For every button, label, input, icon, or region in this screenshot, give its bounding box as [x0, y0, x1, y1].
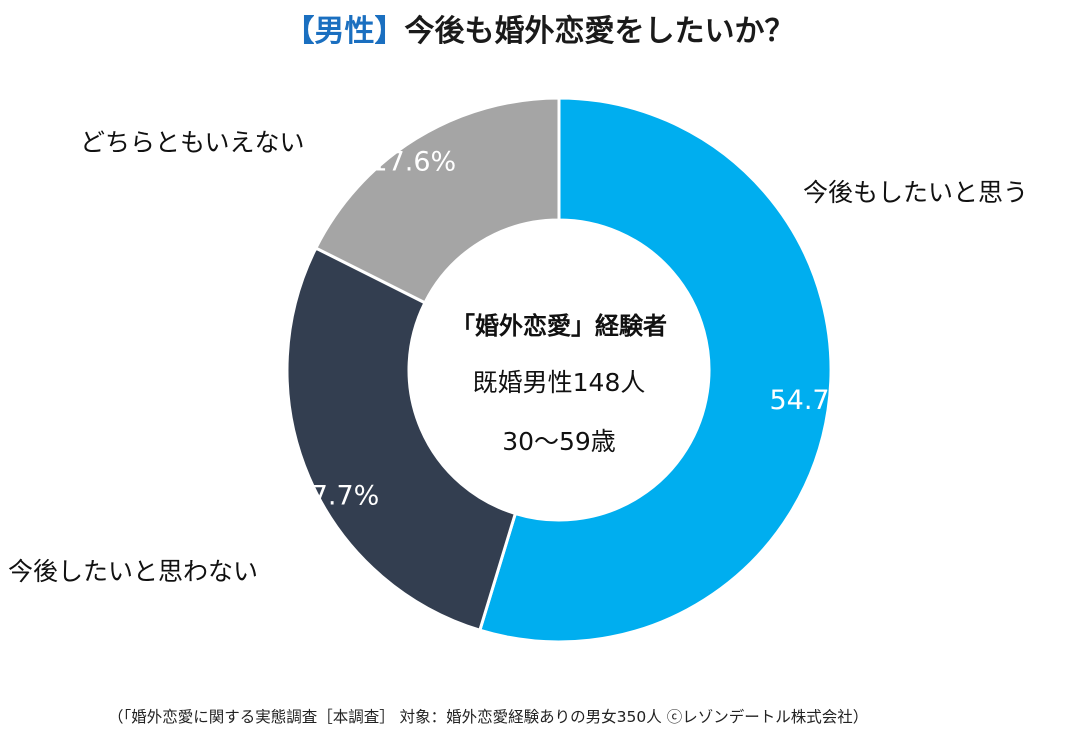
pct-label-want-again: 54.7% — [769, 385, 855, 416]
chart-title: 【男性】今後も婚外恋愛をしたいか？ — [0, 10, 1079, 54]
slice-label-undecided: どちらともいえない — [80, 128, 305, 157]
pct-label-not-want: 27.7% — [294, 480, 380, 511]
slice-want-again — [477, 96, 833, 644]
source-footnote: （「婚外恋愛に関する実態調査［本調査］ 対象：婚外恋愛経験ありの男女350人 ⓒ… — [108, 708, 869, 726]
slice-label-not-want: 今後したいと思わない — [8, 557, 259, 586]
center-label-respondents: 「婚外恋愛」経験者 — [451, 312, 667, 340]
chart-title-main: 今後も婚外恋愛をしたいか？ — [404, 14, 795, 49]
slice-not-want — [285, 246, 518, 633]
chart-title-tag: 【男性】 — [284, 14, 405, 49]
slice-label-want-again: 今後もしたいと思う — [803, 178, 1029, 207]
center-label-sample: 既婚男性148人 — [472, 368, 646, 397]
pct-label-undecided: 17.6% — [370, 147, 456, 178]
center-label-age: 30～59歳 — [502, 427, 616, 456]
slice-undecided — [313, 96, 561, 305]
